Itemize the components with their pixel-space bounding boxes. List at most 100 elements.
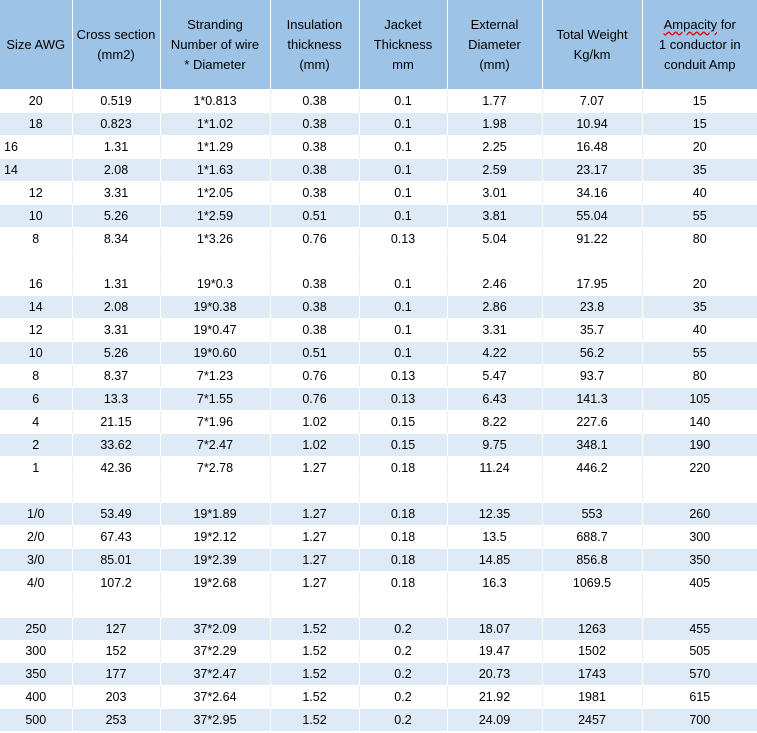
- stranding-cell: 1*3.26: [160, 227, 271, 251]
- insulation-thickness-cell: 0.38: [270, 89, 360, 113]
- insulation-thickness-cell: [270, 594, 360, 618]
- table-row: 1 42.36 7*2.78 1.27 0.18 11.24 446.2 220: [0, 456, 757, 480]
- header-line: Thickness: [373, 36, 433, 52]
- jacket-thickness-cell: 0.13: [359, 387, 448, 412]
- total-weight-cell: 56.2: [542, 341, 643, 366]
- jacket-thickness-cell: 0.13: [359, 227, 448, 251]
- cross-section-cell: 107.2: [72, 571, 161, 595]
- size-awg-cell: [0, 594, 73, 618]
- stranding-cell: 1*1.29: [160, 135, 271, 159]
- jacket-thickness-cell: 0.18: [359, 502, 448, 526]
- insulation-thickness-cell: 1.27: [270, 456, 360, 480]
- total-weight-cell: 2457: [542, 708, 643, 733]
- table-row: 18 0.823 1*1.02 0.38 0.1 1.98 10.94 15: [0, 112, 757, 136]
- cross-section-cell: 8.34: [72, 227, 161, 251]
- ampacity-cell: 405: [642, 571, 757, 595]
- total-weight-cell: 91.22: [542, 227, 643, 251]
- table-row: 2 33.62 7*2.47 1.02 0.15 9.75 348.1 190: [0, 433, 757, 457]
- size-awg-cell: 1/0: [0, 502, 73, 526]
- size-awg-cell: 18: [0, 112, 73, 136]
- cross-section-cell: 152: [72, 640, 161, 664]
- size-awg-cell: 6: [0, 387, 73, 412]
- external-diameter-cell: 18.07: [447, 617, 543, 641]
- stranding-cell: 19*0.38: [160, 295, 271, 320]
- header-line: Diameter: [468, 36, 521, 52]
- jacket-thickness-cell: 0.1: [359, 204, 448, 228]
- total-weight-cell: 7.07: [542, 89, 643, 113]
- total-weight-cell: 1743: [542, 662, 643, 687]
- ampacity-header: Ampacity for 1 conductor in conduit Amp: [642, 0, 757, 90]
- ampacity-cell: 55: [642, 341, 757, 366]
- external-diameter-cell: [447, 594, 543, 618]
- size-awg-cell: 300: [0, 640, 73, 664]
- size-awg-cell: 14: [0, 158, 73, 182]
- jacket-thickness-cell: 0.2: [359, 662, 448, 687]
- ampacity-word: Ampacity: [663, 16, 718, 32]
- size-awg-cell: [0, 250, 73, 274]
- size-awg-cell: 12: [0, 318, 73, 343]
- external-diameter-cell: 2.25: [447, 135, 543, 159]
- size-awg-cell: 350: [0, 662, 73, 687]
- size-awg-cell: [0, 479, 73, 503]
- external-diameter-cell: 14.85: [447, 548, 543, 572]
- ampacity-cell: 15: [642, 112, 757, 136]
- cross-section-cell: 85.01: [72, 548, 161, 572]
- header-line: Ampacity for: [663, 16, 736, 32]
- insulation-thickness-cell: 0.51: [270, 204, 360, 228]
- stranding-cell: 19*2.12: [160, 525, 271, 549]
- jacket-thickness-cell: 0.2: [359, 708, 448, 733]
- insulation-thickness-cell: 1.52: [270, 708, 360, 733]
- size-awg-cell: 2: [0, 433, 73, 457]
- header-line: (mm2): [97, 46, 135, 62]
- table-row: 2/0 67.43 19*2.12 1.27 0.18 13.5 688.7 300: [0, 525, 757, 549]
- external-diameter-cell: 8.22: [447, 410, 543, 435]
- insulation-thickness-cell: 0.51: [270, 341, 360, 366]
- total-weight-cell: [542, 250, 643, 274]
- stranding-cell: 19*0.3: [160, 273, 271, 297]
- cross-section-cell: 5.26: [72, 204, 161, 228]
- table-row: 8 8.34 1*3.26 0.76 0.13 5.04 91.22 80: [0, 227, 757, 251]
- external-diameter-cell: 2.59: [447, 158, 543, 182]
- jacket-thickness-cell: 0.15: [359, 433, 448, 457]
- stranding-cell: 7*2.78: [160, 456, 271, 480]
- cross-section-cell: 21.15: [72, 410, 161, 435]
- total-weight-cell: 446.2: [542, 456, 643, 480]
- size-awg-cell: 8: [0, 227, 73, 251]
- insulation-thickness-cell: 1.27: [270, 502, 360, 526]
- external-diameter-cell: 9.75: [447, 433, 543, 457]
- insulation-thickness-cell: 0.38: [270, 181, 360, 205]
- jacket-thickness-cell: 0.1: [359, 112, 448, 136]
- cross-section-cell: 177: [72, 662, 161, 687]
- ampacity-cell: [642, 250, 757, 274]
- header-line: Cross section: [76, 26, 156, 42]
- table-row: 400 203 37*2.64 1.52 0.2 21.92 1981 615: [0, 685, 757, 710]
- cross-section-cell: [72, 479, 161, 503]
- table-body: 20 0.519 1*0.813 0.38 0.1 1.77 7.07 15 18 0.823 1*…: [0, 89, 757, 733]
- insulation-thickness-cell: 1.02: [270, 433, 360, 457]
- table-row: 8 8.37 7*1.23 0.76 0.13 5.47 93.7 80: [0, 364, 757, 389]
- size-awg-cell: 16: [0, 135, 73, 159]
- header-line: Jacket: [384, 16, 422, 32]
- jacket-thickness-cell: 0.2: [359, 640, 448, 664]
- jacket-thickness-cell: 0.1: [359, 89, 448, 113]
- total-weight-cell: 1502: [542, 640, 643, 664]
- size-awg-cell: 1: [0, 456, 73, 480]
- table-row: 10 5.26 1*2.59 0.51 0.1 3.81 55.04 55: [0, 204, 757, 228]
- total-weight-header: Total Weight Kg/km: [542, 0, 643, 90]
- jacket-thickness-cell: 0.2: [359, 685, 448, 710]
- external-diameter-cell: 5.04: [447, 227, 543, 251]
- cross-section-cell: 67.43: [72, 525, 161, 549]
- jacket-thickness-cell: 0.1: [359, 318, 448, 343]
- total-weight-cell: 1981: [542, 685, 643, 710]
- stranding-cell: 1*0.813: [160, 89, 271, 113]
- total-weight-cell: 1263: [542, 617, 643, 641]
- stranding-cell: 1*1.63: [160, 158, 271, 182]
- stranding-cell: 37*2.09: [160, 617, 271, 641]
- jacket-thickness-cell: 0.15: [359, 410, 448, 435]
- header-line: Insulation: [286, 16, 343, 32]
- header-line: Number of wire: [170, 36, 260, 52]
- table-row: 16 1.31 19*0.3 0.38 0.1 2.46 17.95 20: [0, 273, 757, 297]
- ampacity-cell: 15: [642, 89, 757, 113]
- cross-section-cell: 13.3: [72, 387, 161, 412]
- table-row: 500 253 37*2.95 1.52 0.2 24.09 2457 700: [0, 708, 757, 733]
